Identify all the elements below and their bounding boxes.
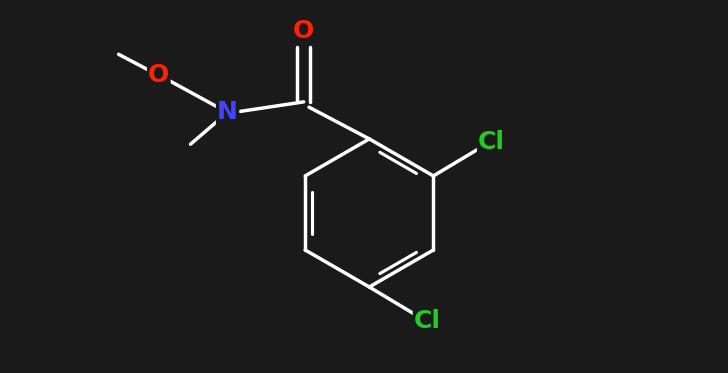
Text: N: N <box>217 100 238 125</box>
Text: Cl: Cl <box>478 130 505 154</box>
Text: O: O <box>149 63 170 87</box>
Text: O: O <box>293 19 314 43</box>
Text: Cl: Cl <box>414 309 441 333</box>
